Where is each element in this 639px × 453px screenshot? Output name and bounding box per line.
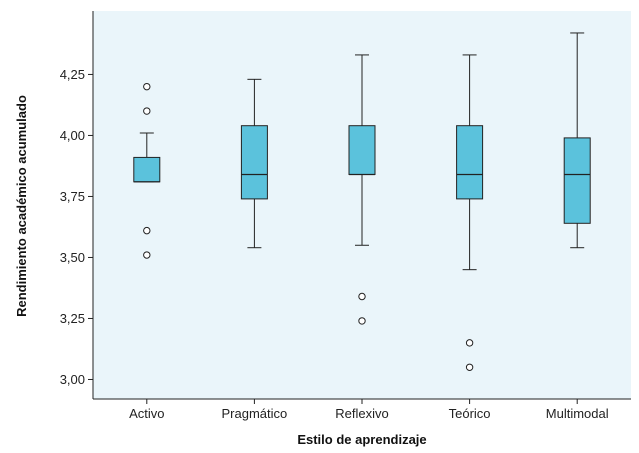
box bbox=[348, 125, 376, 175]
outlier-point bbox=[143, 251, 151, 259]
box bbox=[456, 125, 484, 200]
x-tick-label: Multimodal bbox=[546, 406, 609, 421]
y-tick-label: 3,75 bbox=[60, 189, 85, 204]
box-reflexivo bbox=[348, 54, 376, 325]
box-pragmático bbox=[240, 78, 268, 249]
outlier-point bbox=[143, 82, 151, 91]
outlier-point bbox=[143, 107, 151, 115]
outlier-point bbox=[465, 339, 474, 347]
x-axis: Activo Pragmático Reflexivo Teórico Multimod… bbox=[93, 398, 631, 421]
box bbox=[240, 125, 268, 200]
x-tick-label: Activo bbox=[129, 406, 164, 421]
y-tick-label: 3,25 bbox=[60, 311, 85, 326]
box bbox=[133, 156, 161, 183]
y-axis-title: Rendimiento académico acumulado bbox=[14, 95, 29, 317]
x-tick-label: Teórico bbox=[449, 406, 491, 421]
y-tick-label: 3,00 bbox=[60, 372, 85, 387]
box bbox=[563, 137, 591, 224]
x-tick-label: Reflexivo bbox=[335, 406, 388, 421]
x-tick-label: Pragmático bbox=[222, 406, 288, 421]
y-tick-label: 3,50 bbox=[60, 250, 85, 265]
y-axis: 3,00 3,25 3,50 3,75 4,00 4,25 bbox=[60, 11, 94, 399]
box-activo bbox=[133, 82, 161, 259]
box-teórico bbox=[456, 54, 484, 371]
y-tick-label: 4,00 bbox=[60, 128, 85, 143]
outlier-point bbox=[358, 292, 366, 301]
outlier-point bbox=[143, 226, 151, 235]
box-series bbox=[133, 32, 591, 371]
box-multimodal bbox=[563, 32, 591, 249]
outlier-point bbox=[465, 363, 474, 371]
x-axis-title: Estilo de aprendizaje bbox=[297, 432, 426, 447]
y-tick-label: 4,25 bbox=[60, 67, 85, 82]
outlier-point bbox=[358, 317, 366, 325]
